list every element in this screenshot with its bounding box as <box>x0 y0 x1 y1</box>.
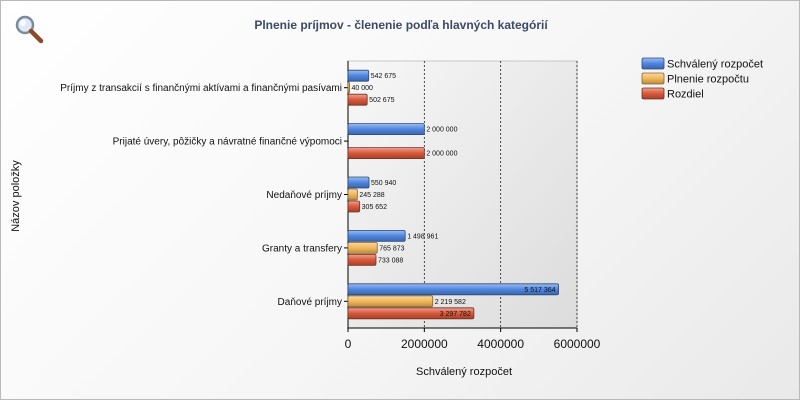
legend-label: Schválený rozpočet <box>667 59 763 71</box>
data-label: 733 088 <box>378 257 403 264</box>
x-axis-ticks: 0 2000000 4000000 6000000 <box>345 328 601 351</box>
category-label: Prijaté úvery, pôžičky a návratné finanč… <box>113 137 342 148</box>
x-axis-label: Schválený rozpočet <box>416 366 512 378</box>
legend-label: Plnenie rozpočtu <box>667 74 749 86</box>
grid-lines <box>423 61 578 328</box>
data-label: 765 873 <box>379 245 404 252</box>
bar <box>347 229 406 242</box>
bar <box>347 307 475 320</box>
category-label: Nedaňové príjmy <box>266 190 342 201</box>
data-label: 40 000 <box>352 85 374 92</box>
data-label: 1 498 961 <box>407 233 438 240</box>
data-label: 5 517 364 <box>524 287 555 294</box>
chart-title: Plnenie príjmov - členenie podľa hlavnýc… <box>254 18 548 32</box>
category-label: Príjmy z transakcií s finančnými aktívam… <box>60 83 342 94</box>
data-label: 2 000 000 <box>426 127 457 134</box>
bar <box>347 295 434 308</box>
zoom-icon[interactable] <box>15 15 44 44</box>
bar <box>347 176 370 189</box>
x-tick-label: 2000000 <box>401 337 448 351</box>
bar <box>347 253 377 266</box>
data-label: 550 940 <box>371 180 396 187</box>
data-label: 502 675 <box>369 97 394 104</box>
data-label: 305 652 <box>362 204 387 211</box>
bar <box>347 283 559 296</box>
category-labels: Príjmy z transakcií s finančnými aktívam… <box>60 83 348 308</box>
legend-swatch <box>641 72 665 85</box>
data-label: 2 000 000 <box>426 151 457 158</box>
bar <box>347 147 425 160</box>
data-label: 245 288 <box>359 192 384 199</box>
bar <box>347 81 350 94</box>
x-tick-label: 0 <box>345 337 352 351</box>
bar <box>347 93 368 106</box>
bar <box>347 241 378 254</box>
data-label: 542 675 <box>371 73 396 80</box>
bar <box>347 69 370 82</box>
legend-swatch <box>641 57 665 70</box>
bars <box>347 69 559 320</box>
category-label: Daňové príjmy <box>278 297 342 308</box>
legend-label: Rozdiel <box>667 89 704 101</box>
y-axis-label: Názov položky <box>10 160 22 232</box>
x-tick-label: 4000000 <box>477 337 524 351</box>
legend-swatch <box>641 87 665 100</box>
x-tick-label: 6000000 <box>554 337 601 351</box>
data-label: 2 219 582 <box>435 299 466 306</box>
data-labels: 542 675 40 000 502 675 2 000 000 2 000 000 55… <box>352 73 556 318</box>
bar <box>347 123 425 135</box>
category-label: Granty a transfery <box>262 243 342 254</box>
data-label: 3 297 782 <box>440 311 471 318</box>
bar <box>347 188 358 201</box>
bar <box>347 200 361 213</box>
legend: Schválený rozpočet Plnenie rozpočtu Rozdie… <box>641 57 763 101</box>
